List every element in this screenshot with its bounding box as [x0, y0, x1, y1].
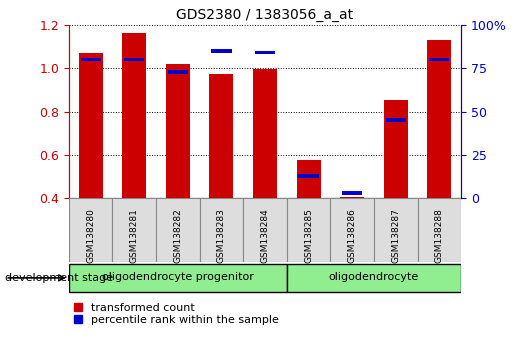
- Bar: [384, 99, 408, 198]
- FancyBboxPatch shape: [112, 198, 156, 262]
- Bar: [298, 174, 319, 178]
- Bar: [385, 118, 406, 122]
- Text: GSM138285: GSM138285: [304, 208, 313, 263]
- Bar: [211, 49, 232, 53]
- Text: GSM138280: GSM138280: [86, 208, 95, 263]
- Title: GDS2380 / 1383056_a_at: GDS2380 / 1383056_a_at: [176, 8, 354, 22]
- Bar: [427, 40, 452, 198]
- Bar: [209, 74, 233, 198]
- Bar: [429, 57, 449, 62]
- Text: GSM138281: GSM138281: [130, 208, 139, 263]
- FancyBboxPatch shape: [156, 198, 200, 262]
- Text: GSM138282: GSM138282: [173, 208, 182, 263]
- FancyBboxPatch shape: [243, 198, 287, 262]
- Bar: [297, 160, 321, 198]
- Text: GSM138288: GSM138288: [435, 208, 444, 263]
- Text: GSM138283: GSM138283: [217, 208, 226, 263]
- Bar: [79, 53, 103, 198]
- Text: GSM138287: GSM138287: [391, 208, 400, 263]
- Text: GSM138286: GSM138286: [348, 208, 357, 263]
- Text: development stage: development stage: [5, 273, 113, 283]
- Bar: [81, 57, 101, 62]
- FancyBboxPatch shape: [69, 198, 112, 262]
- Text: oligodendrocyte: oligodendrocyte: [329, 272, 419, 282]
- FancyBboxPatch shape: [287, 263, 461, 292]
- Legend: transformed count, percentile rank within the sample: transformed count, percentile rank withi…: [74, 303, 279, 325]
- FancyBboxPatch shape: [69, 263, 287, 292]
- Bar: [253, 69, 277, 198]
- Bar: [255, 51, 275, 55]
- Bar: [124, 57, 145, 62]
- Bar: [166, 64, 190, 198]
- FancyBboxPatch shape: [330, 198, 374, 262]
- FancyBboxPatch shape: [200, 198, 243, 262]
- FancyBboxPatch shape: [418, 198, 461, 262]
- Bar: [167, 70, 188, 74]
- FancyBboxPatch shape: [374, 198, 418, 262]
- FancyBboxPatch shape: [287, 198, 330, 262]
- Bar: [342, 191, 363, 195]
- Text: oligodendrocyte progenitor: oligodendrocyte progenitor: [102, 272, 254, 282]
- Bar: [340, 197, 364, 198]
- Text: GSM138284: GSM138284: [261, 208, 269, 263]
- Bar: [122, 33, 146, 198]
